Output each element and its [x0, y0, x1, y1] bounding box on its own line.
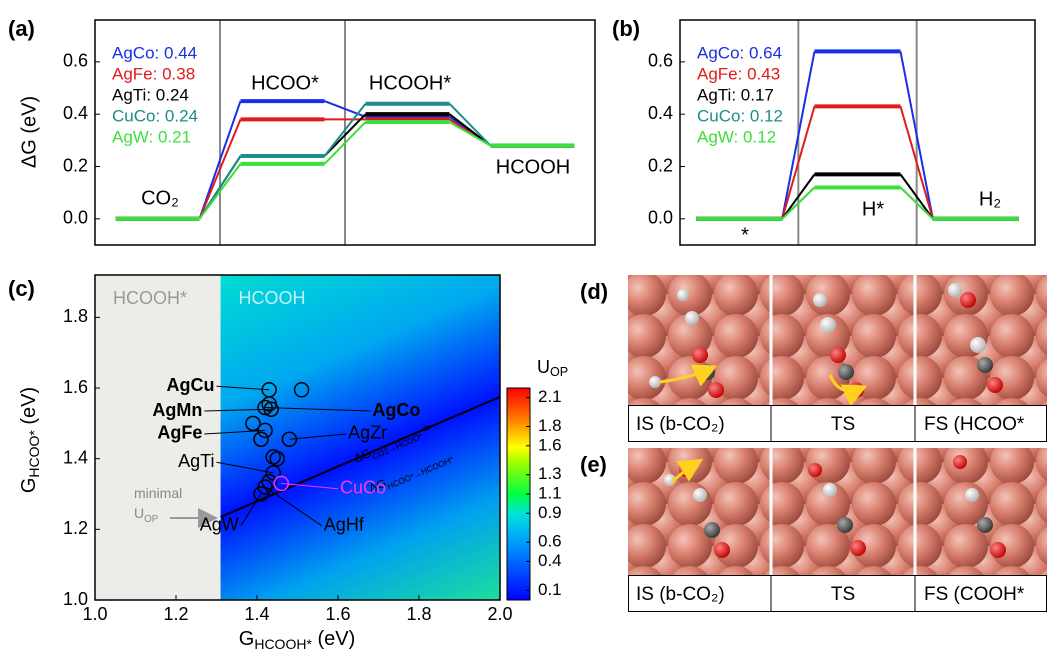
colorbar-title: UOP	[537, 357, 568, 380]
point-label: AgZr	[348, 423, 387, 443]
panel-label: (c)	[8, 276, 35, 301]
legend-entry: AgW: 0.12	[697, 127, 776, 146]
y-tick-label: 1.4	[63, 447, 88, 467]
panel-label: (a)	[8, 16, 35, 41]
x-tick-label: 1.6	[325, 604, 350, 624]
colorbar-tick-label: 0.9	[538, 503, 562, 522]
y-tick-label: 0.2	[63, 155, 88, 175]
caption: FS (COOH*	[924, 584, 1025, 605]
figure: (d) (e) IS (b-CO₂) TS FS (HCOO* IS (b-CO…	[0, 0, 1047, 662]
caption: TS	[831, 584, 855, 605]
x-axis-label: GHCOOH* (eV)	[239, 628, 355, 651]
colorbar-tick-label: 0.6	[538, 532, 562, 551]
y-tick-label: 1.6	[63, 377, 88, 397]
y-axis-label: GHCOO* (eV)	[18, 387, 41, 493]
y-tick-label: 0.6	[63, 51, 88, 71]
point-label: AgHf	[324, 515, 365, 535]
point-label: AgFe	[157, 423, 202, 443]
state-label: H*	[862, 198, 884, 220]
legend-entry: CuCo: 0.12	[697, 106, 783, 125]
point-label: CuCo	[340, 477, 386, 497]
annotation-part: minimal	[134, 485, 182, 501]
y-tick-label: 0.4	[63, 103, 88, 123]
caption: IS (b-CO₂)	[636, 414, 725, 435]
legend-entry: AgFe: 0.38	[112, 64, 195, 83]
x-tick-label: 1.2	[163, 604, 188, 624]
y-tick-label: 0.0	[63, 208, 88, 228]
point-label: AgCu	[167, 375, 215, 395]
colorbar-title-part: OP	[550, 365, 568, 379]
caption: TS	[831, 414, 855, 435]
colorbar-tick-label: 0.4	[538, 551, 562, 570]
y-axis-label-part: HCOO*	[26, 430, 42, 478]
legend-entry: AgFe: 0.43	[697, 64, 780, 83]
state-label: HCOOH	[496, 156, 570, 178]
state-label: *	[741, 224, 749, 246]
state-label: H₂	[979, 188, 1001, 210]
y-tick-label: 1.0	[63, 589, 88, 609]
legend-entry: AgW: 0.21	[112, 127, 191, 146]
colorbar-tick-label: 0.1	[538, 580, 562, 599]
y-axis-label: ΔG (eV)	[18, 96, 40, 168]
colorbar-tick-label: 1.8	[538, 416, 562, 435]
region-label: HCOOH	[239, 288, 306, 308]
point-label: AgTi	[178, 451, 214, 471]
state-label: HCOO*	[251, 72, 319, 94]
y-tick-label: 0.2	[648, 155, 673, 175]
caption: IS (b-CO₂)	[636, 584, 725, 605]
point-label: AgW	[200, 515, 239, 535]
panel-label: (d)	[580, 279, 608, 304]
colorbar-tick-label: 2.1	[538, 387, 562, 406]
caption: FS (HCOO*	[924, 414, 1025, 435]
colorbar-tick-label: 1.6	[538, 435, 562, 454]
y-axis-label-part: G	[18, 478, 40, 494]
state-label: CO₂	[141, 187, 179, 209]
x-tick-label: 2.0	[487, 604, 512, 624]
y-tick-label: 1.8	[63, 306, 88, 326]
connector	[450, 114, 491, 145]
region-label: HCOOH*	[113, 288, 187, 308]
colorbar-tick-label: 1.3	[538, 464, 562, 483]
panel-label: (b)	[612, 16, 640, 41]
x-axis-label-part: G	[239, 628, 255, 650]
legend-entry: CuCo: 0.24	[112, 106, 198, 125]
legend-entry: AgTi: 0.17	[697, 85, 774, 104]
x-axis-label-part: HCOOH*	[254, 636, 312, 652]
legend-entry: AgCo: 0.44	[112, 43, 197, 62]
point-label: AgCo	[372, 400, 420, 420]
y-tick-label: 0.0	[648, 208, 673, 228]
panel-label: (e)	[580, 452, 607, 477]
annotation-part: OP	[144, 514, 159, 525]
y-axis-label-part: (eV)	[18, 387, 40, 430]
annotation-part: U	[134, 505, 144, 521]
y-tick-label: 0.4	[648, 103, 673, 123]
x-tick-label: 1.8	[406, 604, 431, 624]
y-tick-label: 0.6	[648, 51, 673, 71]
annotation: minimal	[134, 485, 182, 501]
y-tick-label: 1.2	[63, 518, 88, 538]
state-label: HCOOH*	[369, 72, 451, 94]
colorbar-title-part: U	[537, 357, 550, 377]
legend-entry: AgTi: 0.24	[112, 85, 189, 104]
x-axis-label-part: (eV)	[312, 628, 355, 650]
x-tick-label: 1.4	[244, 604, 269, 624]
structure-panels: (d) (e) IS (b-CO₂) TS FS (HCOO* IS (b-CO…	[580, 275, 1047, 612]
colorbar-tick-label: 1.1	[538, 483, 562, 502]
legend-entry: AgCo: 0.64	[697, 43, 782, 62]
point-label: AgMn	[152, 400, 202, 420]
